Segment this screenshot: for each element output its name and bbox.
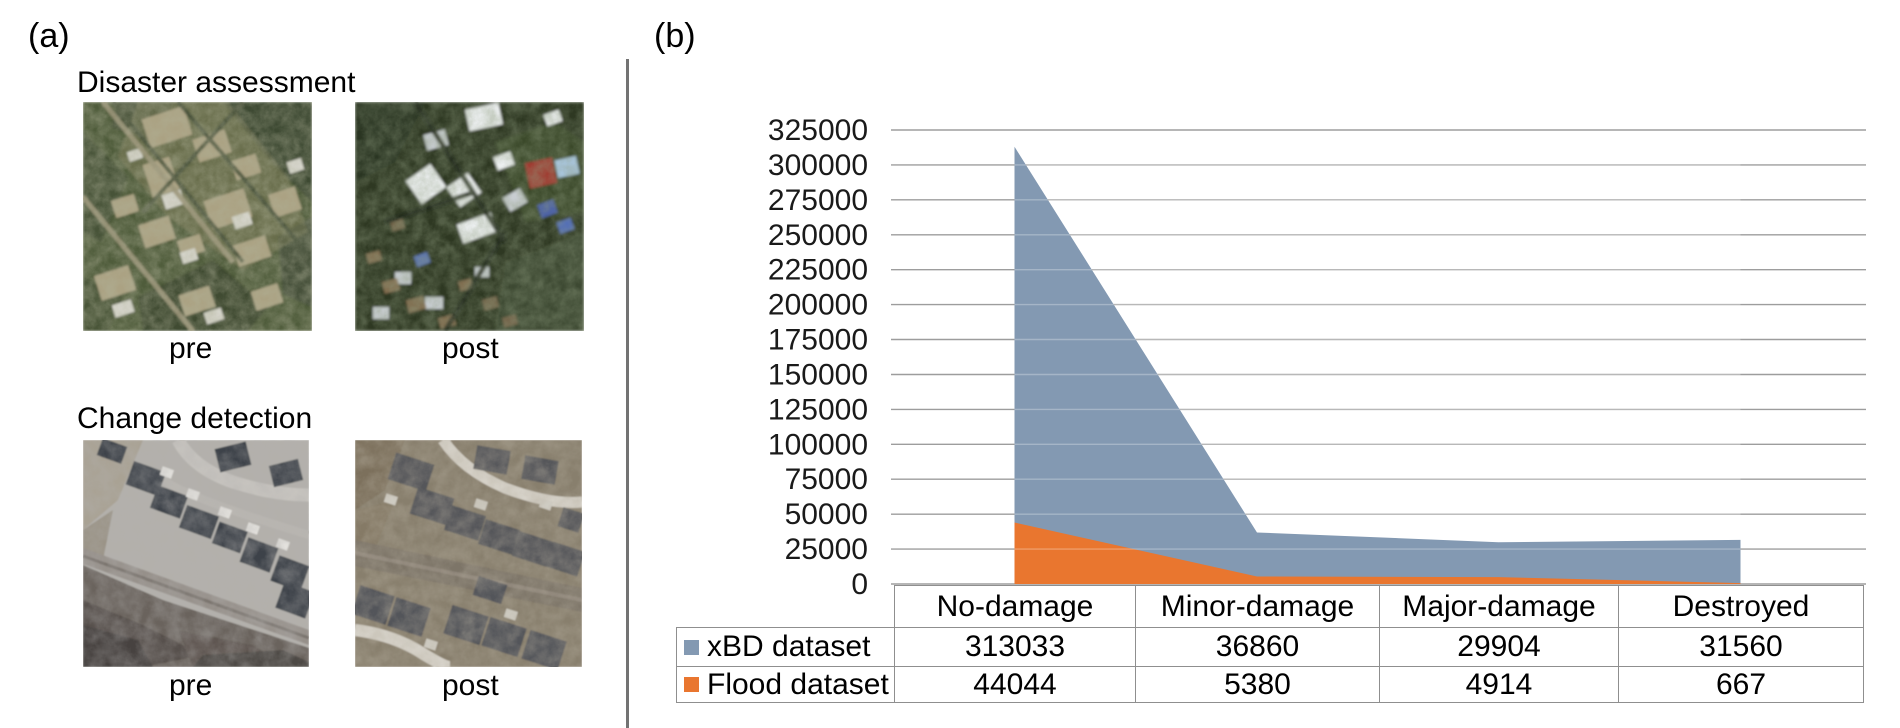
svg-text:325000: 325000 [768,114,868,147]
svg-text:275000: 275000 [768,184,868,217]
svg-text:150000: 150000 [768,359,868,392]
svg-text:175000: 175000 [768,324,868,357]
svg-text:50000: 50000 [785,498,868,531]
svg-text:25000: 25000 [785,533,868,566]
svg-text:0: 0 [851,568,868,600]
svg-text:200000: 200000 [768,289,868,322]
svg-text:250000: 250000 [768,219,868,252]
svg-text:75000: 75000 [785,463,868,496]
svg-text:225000: 225000 [768,254,868,287]
svg-text:100000: 100000 [768,428,868,461]
svg-text:300000: 300000 [768,149,868,182]
svg-text:125000: 125000 [768,393,868,426]
